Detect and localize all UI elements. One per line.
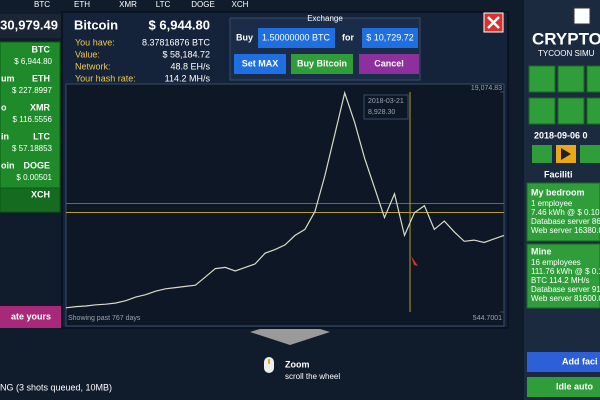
hint-title: Zoom: [285, 359, 310, 369]
coin-symbol: LTC: [33, 131, 50, 141]
stat-label: Your hash rate:: [75, 73, 136, 83]
tooltip-date: 2018-03-21: [368, 98, 404, 105]
add-facility-button[interactable]: [527, 352, 600, 372]
coin-symbol: BTC: [32, 44, 51, 54]
label: for: [342, 32, 354, 42]
mouse-icon: [264, 357, 274, 373]
coin-price: $ 6,944.80: [14, 57, 52, 66]
set-max-button[interactable]: [234, 54, 286, 74]
label: Buy: [236, 32, 253, 42]
coin-tab: XCH: [232, 0, 249, 9]
facility-name: My bedroom: [531, 187, 585, 197]
stat-value: 8.37816876 BTC: [142, 37, 211, 47]
cursor: [411, 256, 418, 266]
facility-detail: 1 employee: [531, 199, 573, 208]
coin-symbol: ETH: [32, 73, 50, 83]
facilities-title: Faciliti: [544, 169, 573, 179]
facility-detail: BTC 114.2 MH/s: [531, 276, 590, 285]
coin-name: um: [1, 73, 15, 83]
button-label: Idle auto: [556, 381, 594, 391]
balance-box: [0, 14, 62, 38]
stat-value: 48.8 EH/s: [170, 61, 210, 71]
button-label: ate yours: [11, 311, 51, 321]
stat-value: $ 58,184.72: [162, 49, 210, 59]
facility-detail: Web server 81600.0 h: [531, 294, 600, 303]
logo-icon: [573, 7, 591, 25]
coin-symbol: XMR: [30, 102, 51, 112]
label: $ 10,729.72: [366, 32, 414, 42]
facility-name: Mine: [531, 246, 552, 256]
coin-tab: LTC: [156, 0, 171, 9]
stat-value: 114.2 MH/s: [165, 73, 211, 83]
coin-price: $ 227.8997: [12, 86, 53, 95]
amount-input[interactable]: [258, 28, 335, 48]
facility-detail: 16 employees: [531, 258, 581, 267]
facility-card[interactable]: [526, 182, 600, 242]
stat-label: You have:: [75, 37, 115, 47]
coin-name: in: [1, 131, 9, 141]
stat-label: Network:: [75, 61, 111, 71]
coin-tab: BTC: [34, 0, 50, 9]
cancel-button[interactable]: [359, 54, 419, 74]
coin-price: $ 57.18853: [12, 144, 53, 153]
label: 1.50000000 BTC: [262, 32, 331, 42]
speed-controls[interactable]: [532, 145, 600, 163]
coin-price: $ 116.5556: [13, 115, 53, 124]
stat-label: Value:: [75, 49, 100, 59]
coin-name: oin: [1, 160, 15, 170]
coin-tab: ETH: [74, 0, 90, 9]
icon-buttons[interactable]: [528, 65, 600, 125]
coin-tab: DOGE: [191, 0, 215, 9]
tooltip-box: [363, 94, 409, 120]
balance: 30,979.49: [0, 17, 58, 32]
coin-symbol: DOGE: [23, 160, 50, 170]
price-line: [65, 90, 505, 309]
rate-button[interactable]: [0, 306, 62, 328]
exchange-title: Exchange: [307, 14, 343, 23]
facility-detail: 7.46 kWh @ $ 0.10: [531, 208, 600, 217]
chart-caption: Showing past 767 days: [68, 315, 141, 322]
hint-text: scroll the wheel: [285, 372, 340, 381]
chart-area: [65, 83, 505, 327]
cost-input[interactable]: [362, 28, 418, 48]
button-label: Set MAX: [242, 58, 279, 68]
buy-button[interactable]: [291, 54, 353, 74]
button-label: Cancel: [374, 58, 404, 68]
y-tick-label: 544.7001: [473, 315, 502, 322]
logo: CRYPTO: [532, 29, 600, 48]
coin-name: o: [1, 102, 7, 112]
idle-button[interactable]: [527, 377, 600, 397]
coin-price: $ 0.00501: [16, 173, 52, 182]
facility-detail: Database server 864: [531, 217, 600, 226]
coin-symbol: XCH: [31, 189, 50, 199]
coin-list: [0, 41, 61, 189]
game-date: 2018-09-06 0: [534, 130, 588, 140]
status-text: NG (3 shots queued, 10MB): [0, 382, 112, 392]
facility-detail: Web server 16380.0 h: [531, 226, 600, 235]
button-label: Add faci: [562, 356, 598, 366]
tooltip-value: 8,928.30: [368, 109, 395, 116]
coin-tab: XMR: [119, 0, 137, 9]
logo-subtitle: TYCOON SIMU: [538, 49, 595, 58]
facility-detail: 111.76 kWh @ $ 0.12: [531, 267, 600, 276]
y-tick-label: 19,074.83: [471, 85, 502, 92]
dialog-price: $ 6,944.80: [149, 17, 210, 32]
close-button[interactable]: [483, 12, 504, 33]
coin-card: [0, 187, 61, 213]
facility-detail: Database server 912: [531, 285, 600, 294]
button-label: Buy Bitcoin: [297, 58, 347, 68]
facility-card[interactable]: [526, 243, 600, 309]
dialog-title: Bitcoin: [74, 17, 118, 32]
